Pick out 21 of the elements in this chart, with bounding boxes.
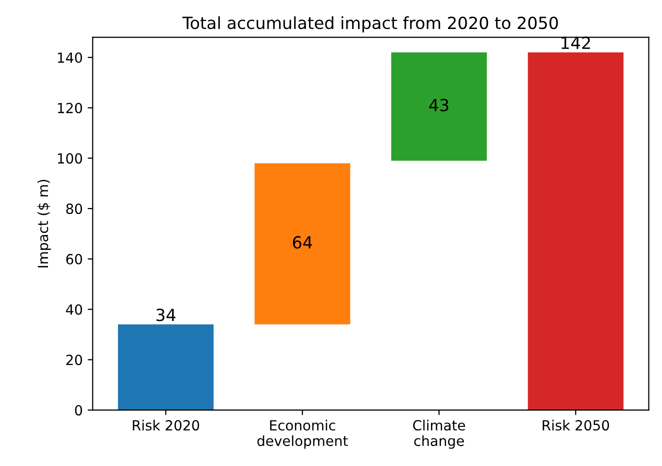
y-tick-label: 60 [66, 254, 82, 264]
bar [391, 52, 487, 161]
data-label: 34 [156, 308, 176, 322]
y-tick-label: 120 [58, 102, 82, 114]
bar [528, 52, 624, 410]
x-tick-label: Climate change [413, 420, 466, 449]
y-tick-label: 20 [66, 354, 82, 366]
y-tick-label: 80 [66, 204, 82, 214]
y-tick-label: 40 [66, 304, 82, 315]
x-tick-label: Risk 2020 [132, 420, 200, 431]
x-tick-label: Risk 2050 [542, 420, 610, 431]
x-tick-label: Economic development [257, 420, 348, 449]
data-label: 64 [292, 236, 312, 249]
bar [118, 324, 214, 410]
y-axis-title: Impact ($ m) [37, 180, 51, 268]
y-tick-label: 0 [75, 405, 82, 416]
bar [254, 163, 350, 324]
y-tick-label: 100 [58, 153, 82, 164]
data-label: 43 [429, 98, 448, 112]
chart-title: Total accumulated impact from 2020 to 2050 [182, 16, 558, 32]
y-tick-label: 140 [58, 52, 82, 63]
